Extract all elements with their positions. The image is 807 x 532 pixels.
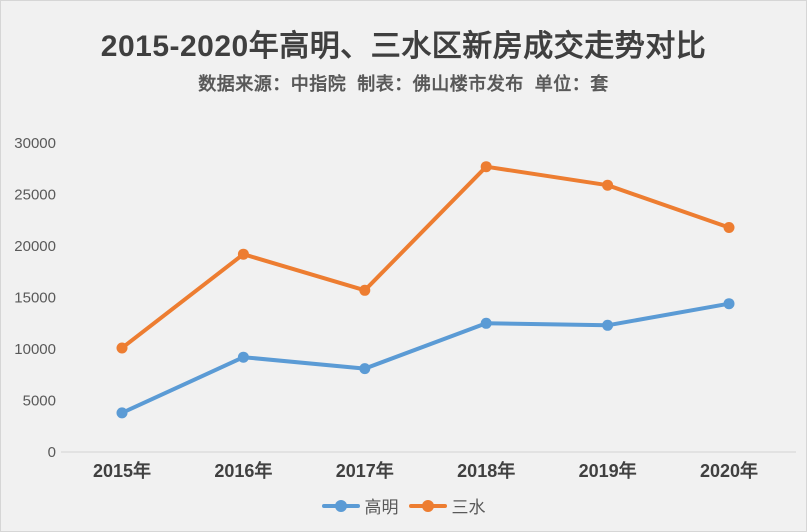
y-axis-tick-label: 5000	[23, 393, 56, 410]
legend-line-marker-icon	[321, 499, 360, 512]
data-point-marker	[237, 248, 249, 260]
chart-header: 2015-2020年高明、三水区新房成交走势对比 数据来源：中指院 制表：佛山楼…	[1, 1, 806, 96]
x-axis-tick-label: 2019年	[579, 460, 637, 481]
legend-label: 高明	[364, 498, 399, 517]
x-axis-tick-label: 2017年	[336, 460, 394, 481]
data-point-marker	[602, 179, 614, 191]
data-point-marker	[116, 342, 128, 354]
chart-legend: 高明 三水	[1, 493, 806, 518]
data-point-marker	[723, 222, 735, 233]
legend-item: 高明	[321, 493, 399, 518]
y-axis-tick-label: 20000	[14, 238, 56, 255]
legend-line-marker-icon	[408, 499, 447, 512]
legend-item: 三水	[408, 493, 486, 518]
data-point-marker	[359, 284, 371, 296]
x-axis-tick-label: 2020年	[700, 460, 758, 481]
legend-dot-icon	[421, 499, 434, 512]
y-axis-tick-label: 15000	[14, 290, 56, 307]
chart-title: 2015-2020年高明、三水区新房成交走势对比	[100, 30, 707, 63]
x-axis-tick-label: 2015年	[93, 460, 151, 481]
x-axis-tick-label: 2018年	[457, 460, 515, 481]
y-axis-tick-label: 30000	[14, 135, 56, 152]
series-line	[120, 164, 731, 350]
data-point-marker	[723, 298, 735, 310]
x-axis-tick-label: 2016年	[214, 460, 272, 481]
data-point-marker	[359, 363, 371, 375]
data-point-marker	[480, 161, 492, 173]
y-axis-tick-label: 25000	[14, 187, 56, 204]
y-axis-tick-label: 0	[48, 444, 56, 461]
legend-dot-icon	[334, 499, 347, 512]
chart-subtitle: 数据来源：中指院 制表：佛山楼市发布 单位：套	[198, 74, 609, 94]
y-axis-tick-label: 10000	[14, 341, 56, 358]
data-point-marker	[116, 407, 128, 419]
data-point-marker	[602, 319, 614, 331]
series-line	[120, 301, 731, 415]
data-point-marker	[237, 351, 249, 363]
data-point-marker	[480, 317, 492, 329]
legend-label: 三水	[451, 498, 486, 517]
